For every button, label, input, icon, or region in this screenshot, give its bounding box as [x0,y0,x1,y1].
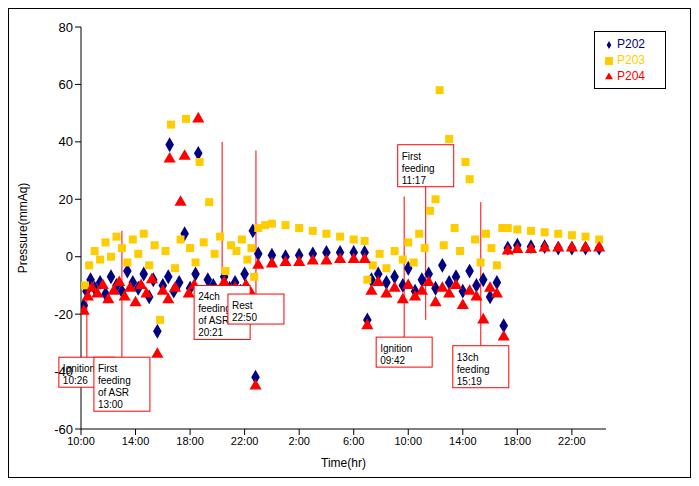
svg-text:13chfeeding15:19: 13chfeeding15:19 [457,352,490,387]
svg-text:14:00: 14:00 [449,435,477,447]
svg-text:-60: -60 [54,422,73,437]
svg-text:18:00: 18:00 [176,435,204,447]
svg-text:10:00: 10:00 [394,435,422,447]
svg-text:-20: -20 [54,307,73,322]
svg-text:Rest22:50: Rest22:50 [232,300,257,323]
svg-text:22:00: 22:00 [231,435,259,447]
svg-text:Ignition09:42: Ignition09:42 [380,343,412,366]
svg-text:2:00: 2:00 [288,435,309,447]
svg-text:-40: -40 [54,364,73,379]
svg-text:0: 0 [66,249,73,264]
svg-text:20: 20 [59,192,73,207]
svg-text:24chfeedingof ASR20:21: 24chfeedingof ASR20:21 [198,291,231,338]
svg-text:Time(hr): Time(hr) [321,456,366,470]
svg-text:22:00: 22:00 [558,435,586,447]
svg-text:40: 40 [59,134,73,149]
svg-text:18:00: 18:00 [504,435,532,447]
svg-text:Firstfeedingof ASR13:00: Firstfeedingof ASR13:00 [98,363,131,410]
svg-text:14:00: 14:00 [122,435,150,447]
svg-text:60: 60 [59,77,73,92]
svg-text:80: 80 [59,20,73,35]
svg-text:Pressure(mmAq): Pressure(mmAq) [16,183,30,274]
svg-text:6:00: 6:00 [343,435,364,447]
svg-text:Firstfeeding11:17: Firstfeeding11:17 [402,151,435,186]
